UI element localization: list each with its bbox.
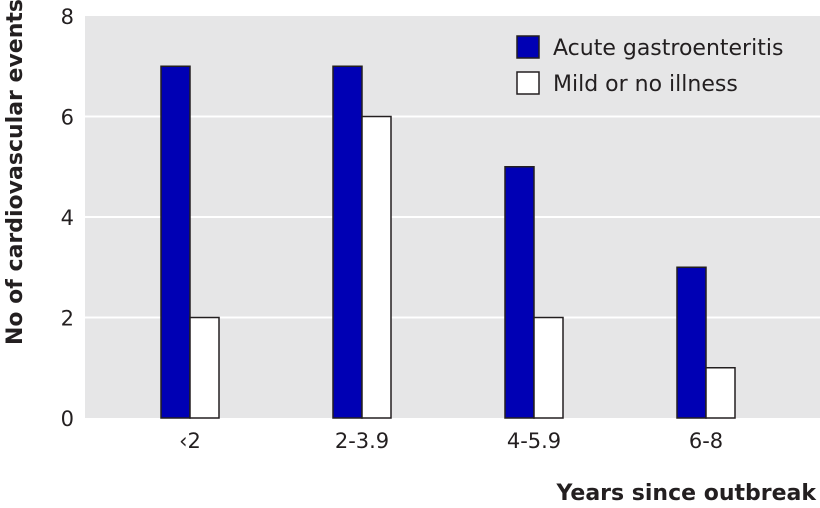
- bar-mild-or-no-illness: [189, 316, 220, 419]
- bar-acute-gastroenteritis: [160, 65, 191, 419]
- bar-mild-or-no-illness: [533, 316, 564, 419]
- bar-mild-or-no-illness: [705, 367, 736, 419]
- bar-mild-or-no-illness: [361, 115, 392, 419]
- bars: [160, 65, 736, 419]
- bar-acute-gastroenteritis: [676, 266, 707, 419]
- legend-label: Mild or no illness: [553, 72, 738, 97]
- legend: Acute gastroenteritis Mild or no illness: [516, 35, 783, 97]
- x-tick-label: ‹2: [179, 429, 201, 453]
- legend-label: Acute gastroenteritis: [553, 36, 783, 61]
- x-axis-title: Years since outbreak: [556, 481, 818, 506]
- x-tick-label: 4-5.9: [507, 429, 561, 453]
- x-tick-label: 6-8: [689, 429, 723, 453]
- y-tick-label: 0: [61, 407, 74, 431]
- y-axis-title: No of cardiovascular events: [3, 0, 28, 345]
- y-axis-ticks: 0 2 4 6 8: [61, 5, 74, 431]
- y-tick-label: 2: [61, 307, 74, 331]
- x-tick-label: 2-3.9: [335, 429, 389, 453]
- y-tick-label: 4: [61, 206, 74, 230]
- legend-swatch: [516, 71, 540, 95]
- bar-acute-gastroenteritis: [332, 65, 363, 419]
- y-tick-label: 6: [61, 106, 74, 130]
- x-axis-ticks: ‹2 2-3.9 4-5.9 6-8: [179, 429, 723, 453]
- legend-swatch: [516, 35, 540, 59]
- y-tick-label: 8: [61, 5, 74, 29]
- bar-acute-gastroenteritis: [504, 166, 535, 419]
